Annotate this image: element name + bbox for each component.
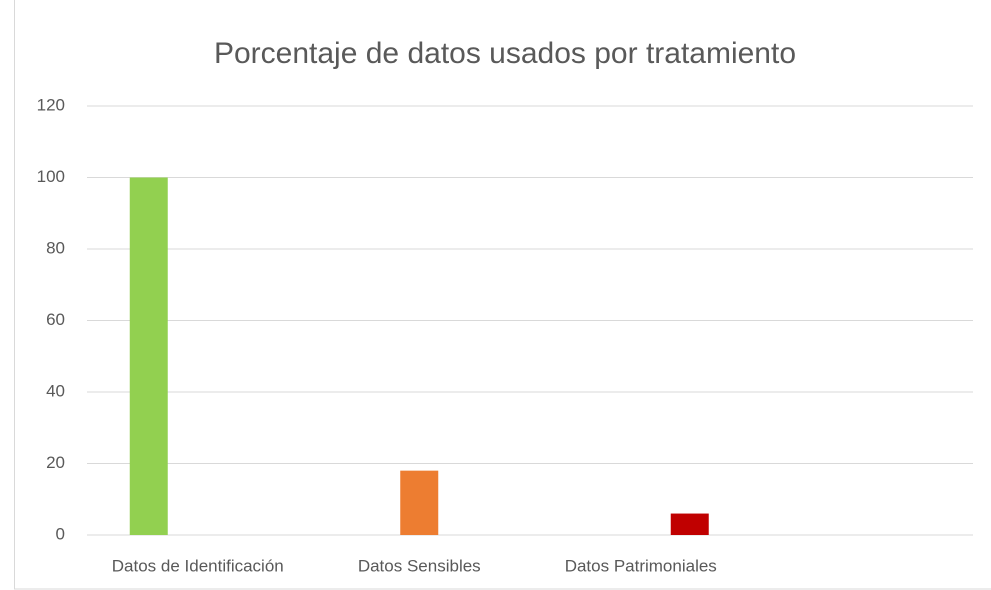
y-tick-label: 80 xyxy=(46,238,65,257)
y-tick-label: 120 xyxy=(37,95,65,114)
chart-border xyxy=(14,0,991,590)
bar xyxy=(129,177,168,535)
x-tick-label: Datos Sensibles xyxy=(358,556,481,575)
bar xyxy=(670,513,709,535)
x-tick-label: Datos Patrimoniales xyxy=(565,556,717,575)
x-tick-label: Datos de Identificación xyxy=(112,556,284,575)
y-tick-label: 100 xyxy=(37,167,65,186)
y-tick-label: 0 xyxy=(56,524,65,543)
y-tick-label: 60 xyxy=(46,310,65,329)
y-tick-label: 20 xyxy=(46,453,65,472)
chart-title: Porcentaje de datos usados por tratamien… xyxy=(214,37,796,70)
y-tick-label: 40 xyxy=(46,381,65,400)
bar xyxy=(400,470,439,535)
